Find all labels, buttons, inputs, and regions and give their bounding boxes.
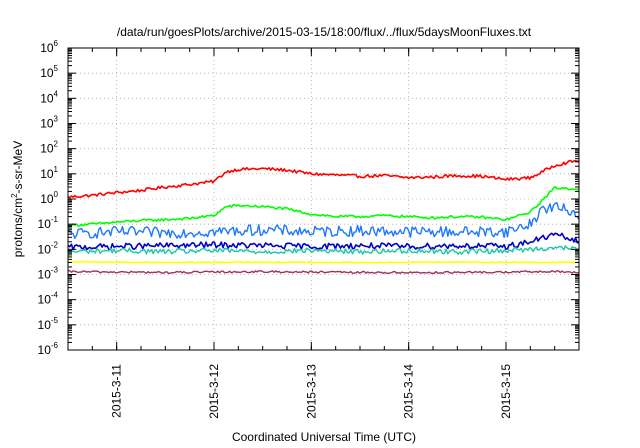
y-tick-label: 103 <box>40 115 58 131</box>
series-line <box>67 245 580 255</box>
series-line <box>67 159 580 199</box>
y-tick-label: 101 <box>40 165 58 181</box>
series-line <box>67 232 580 251</box>
data-series <box>67 159 580 275</box>
y-tick-label: 100 <box>40 190 58 206</box>
y-tick-label: 10-3 <box>38 266 59 282</box>
x-tick-label: 2015-3-13 <box>304 364 318 419</box>
y-tick-label: 10-5 <box>38 316 59 332</box>
series-line <box>67 260 580 264</box>
y-axis: 10-6 10-5 10-4 10-3 10-2 10-1 100 101 102 103 104 1… <box>38 39 579 357</box>
x-tick-label: 2015-3-12 <box>207 364 221 419</box>
chart-title: /data/run/goesPlots/archive/2015-03-15/1… <box>117 25 532 39</box>
y-tick-label: 10-4 <box>38 291 59 307</box>
series-line <box>67 185 580 228</box>
y-tick-label: 10-6 <box>38 341 59 357</box>
x-axis-label: Coordinated Universal Time (UTC) <box>232 430 416 444</box>
y-tick-label: 10-1 <box>38 215 59 231</box>
x-axis: 2015-3-11 2015-3-12 2015-3-13 2015-3-14 2015… <box>67 48 580 419</box>
y-tick-label: 104 <box>40 89 58 105</box>
y-axis-label: protons/cm2-s-sr-MeV <box>10 141 25 257</box>
y-tick-label: 105 <box>40 64 58 80</box>
series-line <box>67 201 580 239</box>
x-tick-label: 2015-3-15 <box>499 364 513 419</box>
series-line <box>67 269 580 275</box>
y-tick-label: 102 <box>40 140 58 156</box>
y-tick-label: 10-2 <box>38 240 59 256</box>
grid <box>68 48 579 350</box>
x-tick-label: 2015-3-14 <box>402 364 416 419</box>
y-tick-label: 106 <box>40 39 58 55</box>
x-tick-label: 2015-3-11 <box>110 364 124 418</box>
